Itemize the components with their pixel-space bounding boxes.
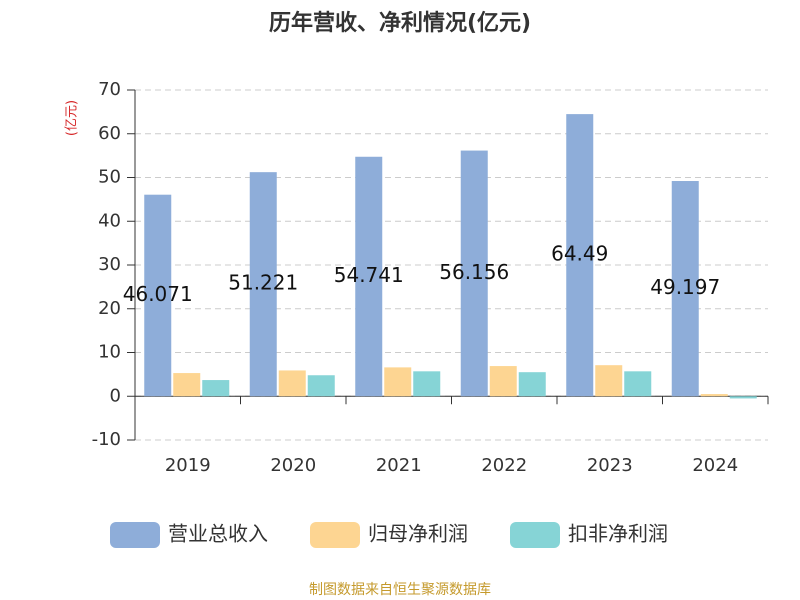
legend-label: 营业总收入	[168, 522, 268, 546]
bar	[307, 375, 335, 397]
value-label: 54.741	[334, 263, 404, 287]
value-label: 51.221	[228, 271, 298, 295]
y-tick-label: 30	[98, 254, 121, 275]
bar	[518, 372, 546, 397]
bar	[460, 150, 488, 397]
value-label: 64.49	[551, 242, 608, 266]
x-tick-label: 2019	[165, 455, 211, 476]
legend-swatch	[310, 522, 360, 548]
bar	[278, 370, 306, 397]
bar	[413, 371, 441, 397]
legend-label: 扣非净利润	[568, 522, 668, 546]
y-tick-label: 50	[98, 167, 121, 188]
value-label: 46.071	[123, 282, 193, 306]
y-tick-label: 10	[98, 342, 121, 363]
bar	[729, 396, 757, 399]
value-label: 56.156	[439, 260, 509, 284]
bar	[489, 366, 517, 397]
x-tick-label: 2020	[270, 455, 316, 476]
bar	[202, 380, 230, 397]
bar	[595, 365, 623, 397]
bar	[173, 373, 201, 397]
bar	[249, 172, 277, 397]
bar	[144, 194, 172, 397]
bar	[566, 114, 594, 397]
source-note: 制图数据来自恒生聚源数据库	[309, 582, 491, 598]
legend-swatch	[110, 522, 160, 548]
bar	[671, 181, 699, 397]
x-tick-label: 2024	[692, 455, 738, 476]
y-tick-label: 0	[110, 385, 121, 406]
legend-swatch	[510, 522, 560, 548]
y-axis-label: (亿元)	[65, 100, 80, 136]
y-tick-label: -10	[92, 429, 121, 450]
bar	[700, 394, 728, 397]
bar	[624, 371, 652, 397]
value-label: 49.197	[650, 275, 720, 299]
y-tick-label: 20	[98, 298, 121, 319]
bar	[384, 367, 412, 397]
x-tick-label: 2022	[481, 455, 527, 476]
y-tick-label: 60	[98, 123, 121, 144]
x-tick-label: 2021	[376, 455, 422, 476]
chart-title: 历年营收、净利情况(亿元)	[269, 10, 531, 36]
y-tick-label: 40	[98, 210, 121, 231]
bar	[355, 156, 383, 397]
legend-label: 归母净利润	[368, 522, 468, 546]
x-tick-label: 2023	[587, 455, 633, 476]
y-tick-label: 70	[98, 79, 121, 100]
